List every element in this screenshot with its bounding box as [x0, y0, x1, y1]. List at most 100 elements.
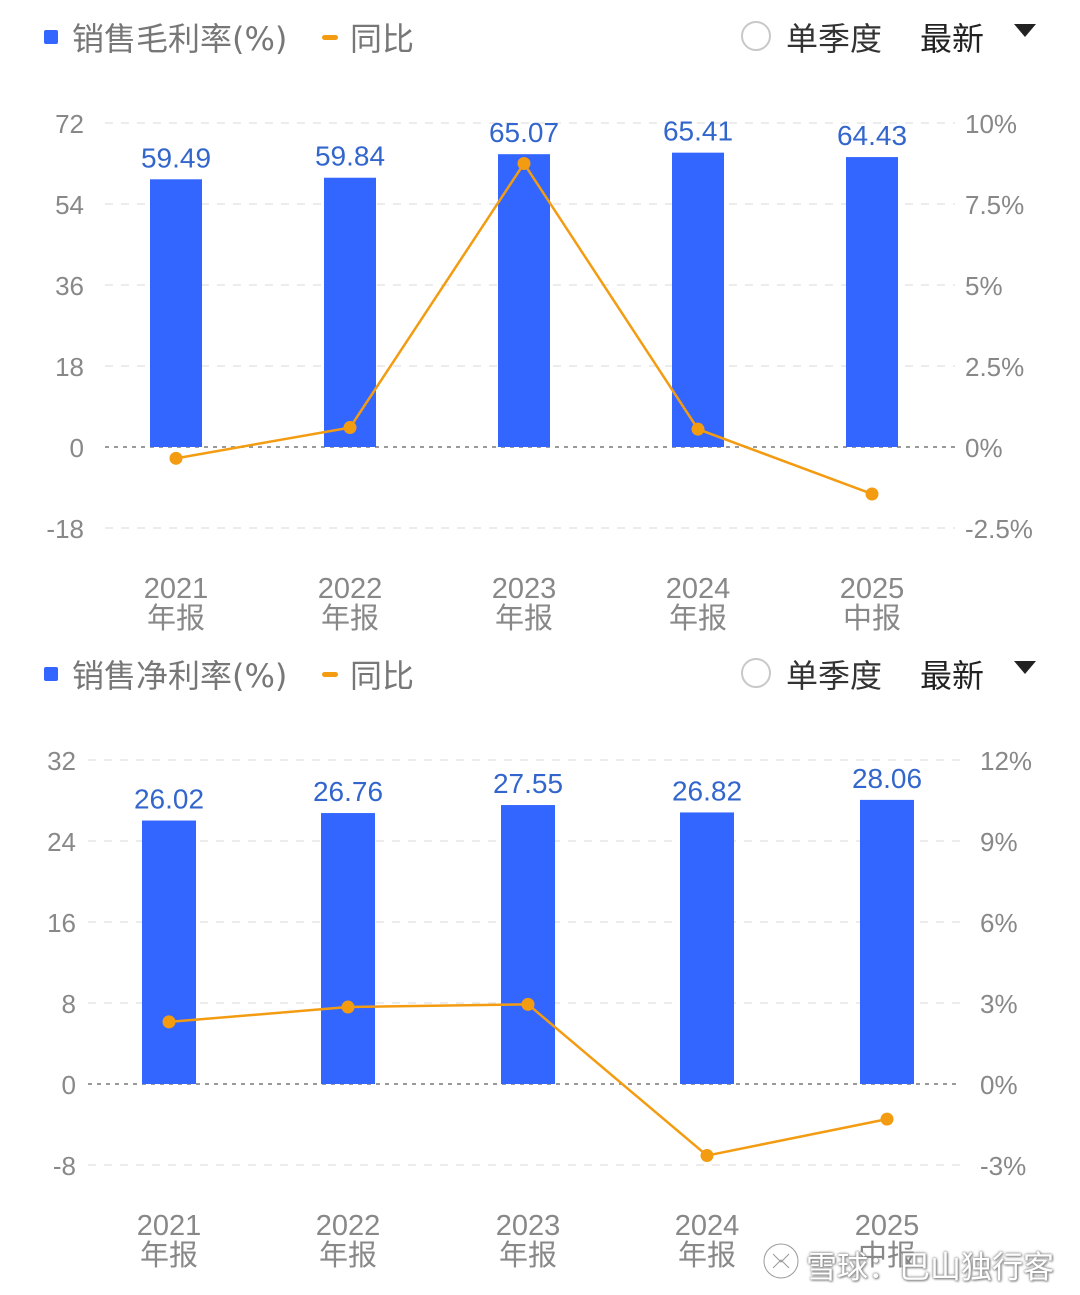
bar — [150, 179, 202, 448]
snowball-logo-icon — [762, 1242, 800, 1280]
left-axis-tick: -8 — [53, 1151, 76, 1181]
bar-legend-swatch — [44, 30, 58, 44]
bar-legend-label[interactable]: 销售毛利率(%) — [72, 20, 288, 58]
period-dropdown[interactable]: 最新 — [918, 10, 1048, 58]
watermark-text: 雪球：巴山独行客 — [806, 1250, 1054, 1286]
bar-data-label: 26.02 — [134, 784, 204, 815]
right-axis-tick: 10% — [965, 109, 1017, 139]
yoy-point — [521, 997, 535, 1011]
x-axis-period-label: 年报 — [495, 601, 553, 635]
yoy-point — [865, 487, 879, 501]
yoy-point — [517, 157, 531, 170]
left-axis-tick: 16 — [47, 908, 76, 938]
watermark: 雪球：巴山独行客 — [760, 1240, 1060, 1286]
x-axis-period-label: 年报 — [147, 601, 205, 635]
left-axis-tick: 54 — [55, 190, 84, 220]
x-axis-period-label: 年报 — [669, 601, 727, 635]
period-dropdown[interactable]: 最新 — [918, 647, 1048, 695]
x-axis-year-label: 2021 — [144, 573, 209, 605]
yoy-point — [343, 421, 357, 435]
bar-data-label: 65.07 — [489, 117, 559, 148]
bar — [501, 805, 555, 1084]
period-dropdown-label[interactable]: 最新 — [920, 20, 985, 58]
right-axis-tick: 2.5% — [965, 352, 1024, 382]
bar-data-label: 27.55 — [493, 768, 563, 799]
right-axis-tick: -3% — [980, 1151, 1026, 1181]
x-axis-period-label: 年报 — [319, 1238, 377, 1272]
bar-data-label: 26.82 — [672, 775, 742, 806]
yoy-point — [700, 1149, 714, 1163]
net-margin-panel: 销售净利率(%) 同比 单季度 最新 32 24 16 8 0 -8 12% 9% 6% 3% 0%… — [0, 637, 1080, 1295]
bar — [846, 157, 898, 447]
right-axis-tick: 7.5% — [965, 190, 1024, 220]
single-quarter-label[interactable]: 单季度 — [786, 657, 883, 695]
x-axis-year-label: 2025 — [855, 1210, 920, 1242]
x-axis-period-label: 中报 — [858, 1238, 916, 1272]
gross-margin-panel: 销售毛利率(%) 同比 单季度 最新 72 54 36 18 0 -18 10% 7.5% 5%… — [0, 0, 1080, 640]
gross-margin-chart: 72 54 36 18 0 -18 10% 7.5% 5% 2.5% 0% -2.5% 59.49 59.… — [46, 109, 1033, 635]
bar-data-label: 64.43 — [837, 120, 907, 151]
net-margin-chart: 32 24 16 8 0 -8 12% 9% 6% 3% 0% -3% 26.02 26.76 27.55 2… — [47, 746, 1032, 1272]
caret-down-icon[interactable] — [1014, 24, 1036, 37]
left-axis-tick: 0 — [70, 433, 84, 463]
right-axis-tick: 9% — [980, 827, 1018, 857]
right-axis-tick: 12% — [980, 746, 1032, 776]
left-axis-tick: 36 — [55, 271, 84, 301]
x-axis-period-label: 年报 — [499, 1238, 557, 1272]
line-legend-swatch — [322, 35, 338, 40]
x-axis-period-label: 年报 — [140, 1238, 198, 1272]
left-axis-tick: -18 — [46, 514, 84, 544]
period-dropdown-label[interactable]: 最新 — [920, 657, 985, 695]
x-axis-year-label: 2021 — [137, 1210, 202, 1242]
bar — [321, 813, 375, 1084]
right-axis-tick: 0% — [980, 1070, 1018, 1100]
bar-data-label: 65.41 — [663, 116, 733, 147]
bar — [498, 154, 550, 447]
single-quarter-label[interactable]: 单季度 — [786, 20, 883, 58]
yoy-point — [169, 451, 183, 465]
right-axis-tick: -2.5% — [965, 514, 1033, 544]
yoy-point — [691, 422, 705, 436]
yoy-point — [341, 1000, 355, 1014]
bar-data-label: 59.84 — [315, 141, 385, 172]
x-axis-year-label: 2024 — [666, 573, 731, 605]
bar-data-label: 28.06 — [852, 763, 922, 794]
yoy-point — [880, 1112, 894, 1126]
bar-data-label: 59.49 — [141, 142, 211, 173]
bar — [860, 799, 914, 1084]
right-axis-tick: 6% — [980, 908, 1018, 938]
single-quarter-radio[interactable] — [741, 21, 771, 51]
line-legend-swatch — [322, 672, 338, 677]
left-axis-tick: 24 — [47, 827, 76, 857]
right-axis-tick: 5% — [965, 271, 1003, 301]
line-legend-label[interactable]: 同比 — [350, 20, 415, 58]
x-axis-year-label: 2022 — [316, 1210, 381, 1242]
chart-header: 销售毛利率(%) 同比 单季度 最新 — [0, 0, 1080, 70]
x-axis-year-label: 2023 — [492, 573, 557, 605]
x-axis-year-label: 2025 — [840, 573, 905, 605]
x-axis-period-label: 年报 — [321, 601, 379, 635]
chart-header: 销售净利率(%) 同比 单季度 最新 — [0, 637, 1080, 707]
single-quarter-radio[interactable] — [741, 658, 771, 688]
x-axis-year-label: 2024 — [675, 1210, 740, 1242]
x-axis-year-label: 2023 — [496, 1210, 561, 1242]
left-axis-tick: 0 — [62, 1070, 76, 1100]
bar — [672, 152, 724, 447]
x-axis-year-label: 2022 — [318, 573, 383, 605]
x-axis-period-label: 中报 — [843, 601, 901, 635]
right-axis-tick: 0% — [965, 433, 1003, 463]
bar — [324, 177, 376, 447]
left-axis-tick: 8 — [62, 989, 76, 1019]
yoy-point — [162, 1015, 176, 1029]
caret-down-icon[interactable] — [1014, 661, 1036, 674]
left-axis-tick: 32 — [47, 746, 76, 776]
left-axis-tick: 72 — [55, 109, 84, 139]
bar-legend-swatch — [44, 667, 58, 681]
bar-legend-label[interactable]: 销售净利率(%) — [72, 657, 288, 695]
bar-data-label: 26.76 — [313, 776, 383, 807]
left-axis-tick: 18 — [55, 352, 84, 382]
x-axis-period-label: 年报 — [678, 1238, 736, 1272]
line-legend-label[interactable]: 同比 — [350, 657, 415, 695]
bar — [142, 820, 196, 1084]
bar — [680, 812, 734, 1084]
